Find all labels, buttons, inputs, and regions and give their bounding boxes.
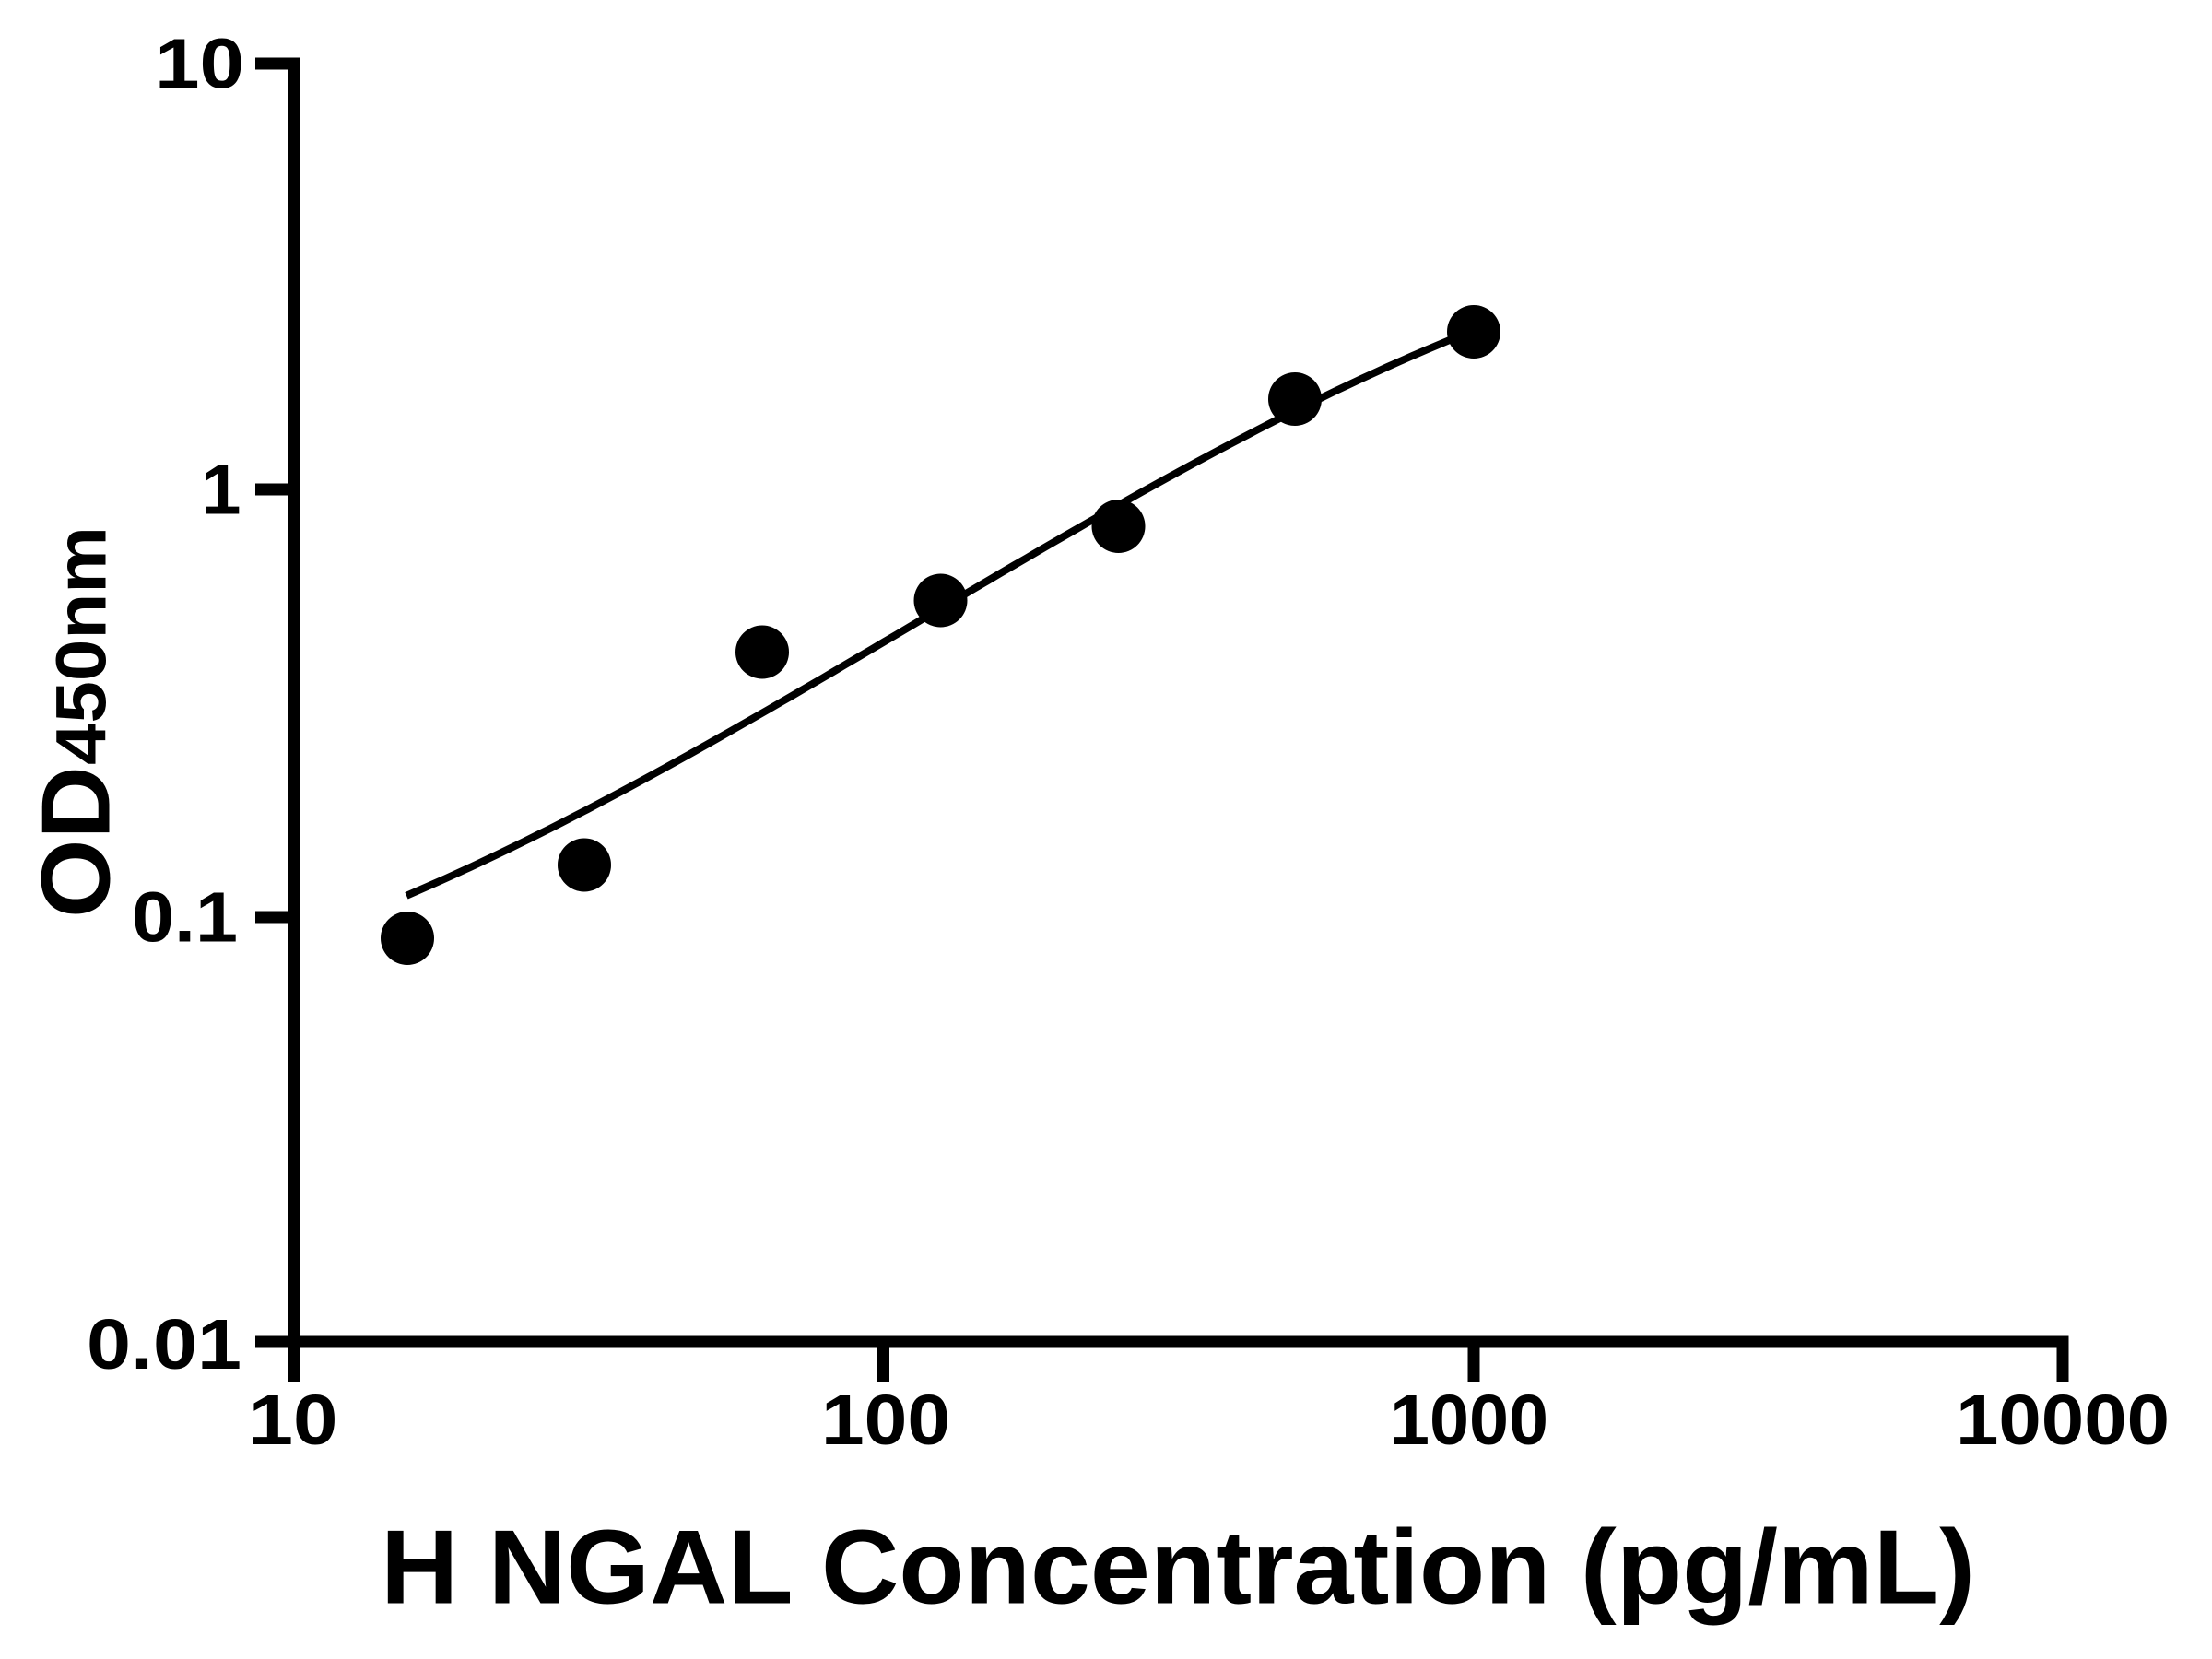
svg-text:450nm: 450nm [42,526,122,765]
svg-text:100: 100 [821,1381,950,1460]
svg-text:OD: OD [22,766,131,918]
svg-text:10: 10 [249,1381,338,1460]
svg-text:10000: 10000 [1956,1381,2170,1460]
svg-text:1000: 1000 [1390,1381,1548,1460]
svg-text:H NGAL Concentration (pg/mL): H NGAL Concentration (pg/mL) [381,1510,1975,1627]
svg-text:0.01: 0.01 [87,1305,241,1384]
svg-text:0.1: 0.1 [132,878,238,958]
svg-text:10: 10 [155,25,244,104]
svg-text:1: 1 [202,451,241,530]
